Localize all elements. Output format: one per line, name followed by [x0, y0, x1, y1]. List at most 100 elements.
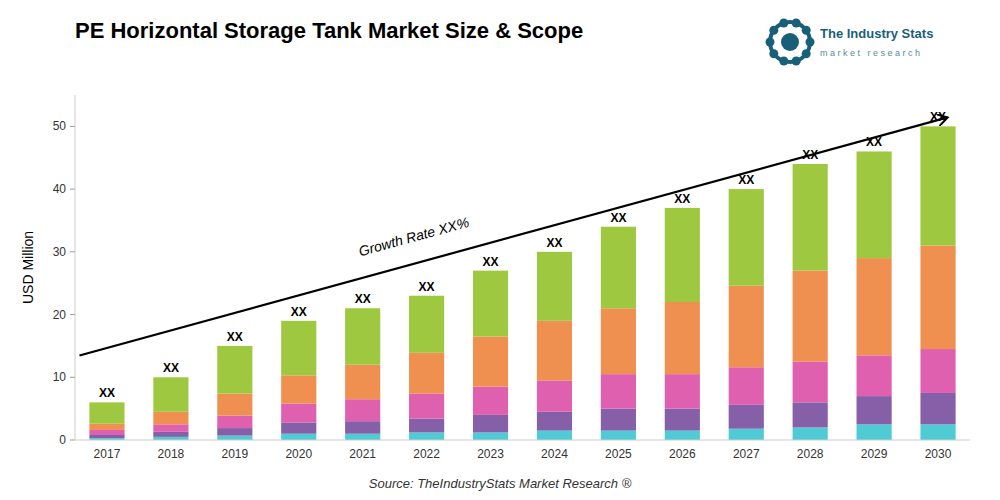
bar-segment [793, 362, 828, 403]
logo-gear-tooth [802, 49, 811, 58]
bar-segment [473, 271, 508, 337]
bar-segment [793, 402, 828, 427]
y-tick [70, 377, 75, 378]
bar-segment [857, 151, 892, 258]
bar-segment [473, 432, 508, 440]
bar-segment [473, 387, 508, 415]
bar-segment [920, 424, 955, 440]
bar-top-label: XX [99, 386, 115, 400]
bar-segment [217, 428, 252, 436]
bar-segment [857, 396, 892, 424]
bar-segment [793, 164, 828, 271]
growth-arrow [79, 117, 947, 355]
bar-segment [665, 374, 700, 409]
logo-gear-tooth [769, 49, 778, 58]
bar-segment [665, 409, 700, 431]
logo-gear-tooth [779, 57, 788, 66]
bar-segment [217, 416, 252, 429]
y-tick [70, 440, 75, 441]
bar-segment [665, 302, 700, 374]
logo-gear-tooth [792, 18, 801, 27]
bar-segment [793, 271, 828, 362]
bar-top-label: XX [291, 305, 307, 319]
x-tick-label: 2023 [477, 447, 504, 461]
bar-segment [920, 126, 955, 245]
bar-segment [89, 424, 124, 430]
bar-top-label: XX [674, 192, 690, 206]
logo-icon [766, 18, 815, 65]
bar-segment [793, 427, 828, 440]
bar-segment [665, 208, 700, 302]
bar-segment [601, 374, 636, 409]
bar-segment [345, 399, 380, 421]
bar-segment [153, 377, 188, 412]
bar-segment [409, 353, 444, 394]
logo-gear-center [781, 33, 799, 51]
bar-segment [857, 258, 892, 355]
bar-segment [89, 435, 124, 438]
logo-subtitle: m a r k e t r e s e a r c h [820, 48, 920, 58]
x-tick-label: 2030 [925, 447, 952, 461]
bar-segment [89, 430, 124, 435]
bar-segment [281, 404, 316, 423]
x-tick-label: 2017 [94, 447, 121, 461]
x-tick-label: 2028 [797, 447, 824, 461]
bar-segment [601, 308, 636, 374]
x-tick-label: 2027 [733, 447, 760, 461]
bar-segment [281, 321, 316, 376]
bar-segment [920, 246, 955, 350]
y-tick-label: 20 [53, 308, 67, 322]
bar-top-label: XX [355, 292, 371, 306]
bar-segment [729, 367, 764, 405]
bar-segment [89, 402, 124, 423]
bar-segment [537, 321, 572, 381]
bar-segment [409, 432, 444, 440]
bar-segment [345, 308, 380, 364]
x-tick-label: 2018 [158, 447, 185, 461]
bar-segment [729, 189, 764, 286]
bar-segment [537, 412, 572, 431]
bar-segment [473, 337, 508, 387]
bar-segment [217, 394, 252, 416]
bar-segment [281, 422, 316, 433]
x-axis-line [75, 440, 970, 441]
logo-gear-tooth [792, 57, 801, 66]
bar-top-label: XX [419, 280, 435, 294]
chart: PE Horizontal Storage Tank Market Size &… [0, 0, 1000, 500]
bar-segment [601, 431, 636, 440]
bar-top-label: XX [227, 330, 243, 344]
y-tick [70, 314, 75, 315]
y-tick [70, 189, 75, 190]
logo-gear-tooth [802, 26, 811, 35]
bar-segment [601, 409, 636, 431]
bar-top-label: XX [546, 236, 562, 250]
bar-segment [153, 412, 188, 425]
y-axis-line [75, 95, 76, 440]
x-tick-label: 2020 [285, 447, 312, 461]
x-tick-label: 2022 [413, 447, 440, 461]
title: PE Horizontal Storage Tank Market Size &… [75, 18, 583, 43]
bar-segment [153, 432, 188, 437]
bar-segment [409, 296, 444, 353]
y-tick-label: 30 [53, 245, 67, 259]
bar-segment [729, 286, 764, 368]
logo-gear-tooth [766, 38, 775, 47]
bar-segment [217, 436, 252, 440]
bar-segment [345, 365, 380, 400]
bar-segment [153, 424, 188, 432]
bar-segment [537, 431, 572, 440]
y-tick [70, 126, 75, 127]
bar-segment [345, 421, 380, 434]
bar-segment [601, 227, 636, 309]
logo-gear-tooth [806, 38, 815, 47]
bar-segment [473, 415, 508, 433]
x-tick-label: 2019 [221, 447, 248, 461]
growth-label: Growth Rate XX% [357, 214, 471, 259]
y-tick [70, 251, 75, 252]
bar-segment [665, 431, 700, 440]
x-tick-label: 2025 [605, 447, 632, 461]
logo-title: The Industry Stats [820, 26, 933, 41]
bar-segment [729, 405, 764, 429]
y-tick-label: 40 [53, 182, 67, 196]
bar-top-label: XX [610, 211, 626, 225]
